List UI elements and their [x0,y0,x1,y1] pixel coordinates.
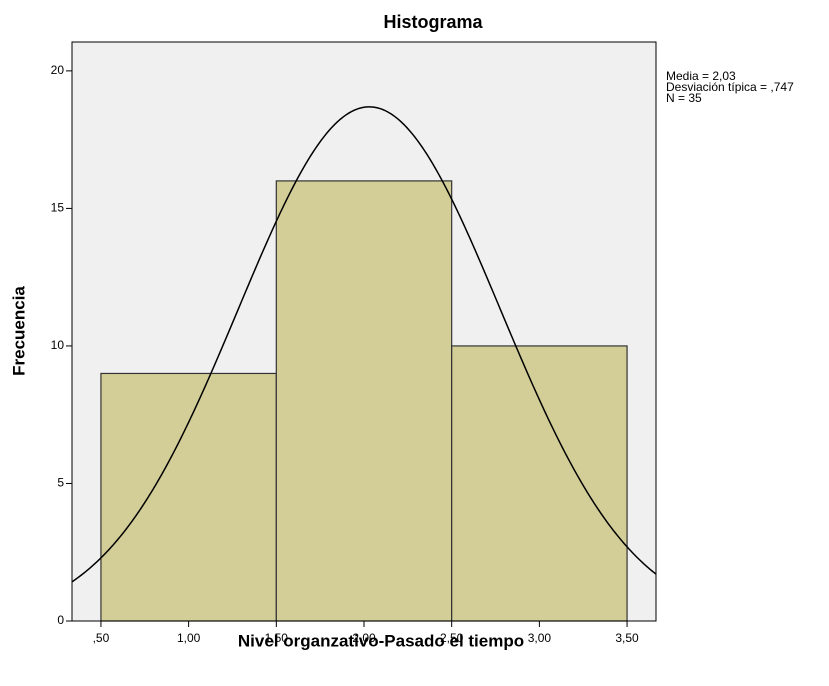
x-tick-label: 2,00 [352,631,376,645]
y-tick-label: 20 [51,63,65,77]
x-tick-label: 3,00 [528,631,552,645]
bar [275,180,453,622]
x-tick-label: 2,50 [440,631,464,645]
stat-label: Desviación típica = ,747 [666,80,794,94]
x-axis-title: Nivel organzativo-Pasado el tiempo [238,631,524,650]
chart-title: Histograma [383,12,483,32]
x-tick-label: 1,00 [177,631,201,645]
normal-curve [71,106,657,583]
x-tick-label: 3,50 [615,631,639,645]
bar [100,372,277,622]
y-tick-label: 15 [51,201,65,215]
y-tick-label: 5 [57,476,64,490]
x-tick-label: 1,50 [265,631,289,645]
x-tick-label: ,50 [93,631,110,645]
y-tick-label: 10 [51,338,65,352]
stat-label: Media = 2,03 [666,69,736,83]
bar [451,345,628,622]
y-tick-label: 0 [57,613,64,627]
stat-label: N = 35 [666,91,702,105]
y-axis-title: Frecuencia [9,286,28,376]
